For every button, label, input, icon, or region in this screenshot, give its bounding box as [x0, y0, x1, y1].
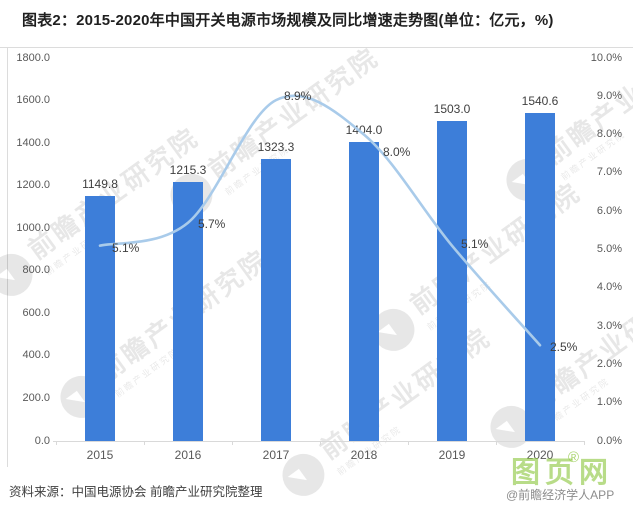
y-axis-label-right: 6.0% — [596, 204, 622, 217]
x-axis-tick — [144, 441, 145, 445]
bar-value-label: 1149.8 — [82, 177, 118, 192]
source-note: 资料来源：中国电源协会 前瞻产业研究院整理 — [9, 485, 263, 499]
y-axis-label-left: 600.0 — [22, 306, 50, 319]
x-axis-label: 2015 — [86, 448, 114, 462]
bar-2017 — [261, 159, 291, 441]
x-axis-tick — [584, 441, 585, 445]
bar-2015 — [85, 196, 115, 441]
app-credit-watermark: @前瞻经济学人APP — [506, 488, 615, 502]
y-axis-label-right: 5.0% — [596, 243, 622, 255]
bar-value-label: 1540.6 — [521, 94, 559, 109]
bar-value-label: 1215.3 — [169, 163, 207, 178]
bar-2020 — [525, 113, 555, 441]
bar-value-label: 1404.0 — [345, 123, 383, 138]
y-axis-label-right: 10.0% — [590, 51, 622, 64]
y-axis-label-right: 8.0% — [596, 128, 622, 141]
y-axis-label-right: 4.0% — [596, 281, 622, 294]
x-axis-tick — [408, 441, 409, 445]
line-value-label: 2.5% — [550, 340, 578, 355]
x-axis-label: 2019 — [438, 448, 466, 462]
registered-trademark-icon: ® — [568, 449, 580, 466]
line-value-label: 5.1% — [461, 236, 489, 251]
y-axis-label-left: 0.0 — [34, 434, 50, 447]
y-axis-label-left: 200.0 — [22, 391, 50, 404]
y-axis-label-left: 400.0 — [22, 349, 50, 362]
chart-title: 图表2：2015-2020年中国开关电源市场规模及同比增速走势图(单位：亿元，%… — [22, 12, 554, 29]
x-axis-label: 2017 — [262, 448, 290, 462]
x-axis-tick — [56, 441, 57, 445]
bar-2019 — [437, 121, 467, 441]
y-axis-label-left: 1400.0 — [16, 136, 50, 149]
bar-value-label: 1503.0 — [433, 102, 471, 117]
line-value-label: 5.7% — [198, 216, 226, 231]
bar-value-label: 1323.3 — [257, 140, 295, 155]
x-axis-tick — [320, 441, 321, 445]
line-value-label: 5.1% — [112, 240, 140, 255]
x-axis-tick — [232, 441, 233, 445]
line-value-label: 8.9% — [284, 89, 312, 104]
x-axis-label: 2016 — [174, 448, 202, 462]
bar-2018 — [349, 142, 379, 441]
y-axis-label-left: 1000.0 — [16, 221, 50, 234]
line-value-label: 8.0% — [383, 144, 411, 159]
y-axis-label-right: 0.0% — [596, 434, 622, 447]
x-axis-label: 2018 — [350, 448, 378, 462]
y-axis-label-left: 1800.0 — [16, 51, 50, 64]
y-axis-label-right: 9.0% — [596, 89, 622, 102]
site-brand-watermark: 图页网 — [511, 457, 614, 489]
y-axis-label-left: 1200.0 — [16, 179, 50, 192]
left-border-line — [7, 47, 8, 467]
y-axis-label-left: 800.0 — [22, 264, 50, 277]
y-axis-label-right: 7.0% — [596, 166, 622, 179]
y-axis-label-right: 2.0% — [596, 357, 622, 370]
y-axis-label-right: 1.0% — [596, 396, 622, 409]
title-divider — [0, 47, 633, 48]
y-axis-label-left: 1600.0 — [16, 94, 50, 107]
x-axis-line — [53, 441, 584, 442]
x-axis-tick — [496, 441, 497, 445]
x-axis-label: 2020 — [526, 448, 554, 462]
y-axis-label-right: 3.0% — [596, 319, 622, 332]
